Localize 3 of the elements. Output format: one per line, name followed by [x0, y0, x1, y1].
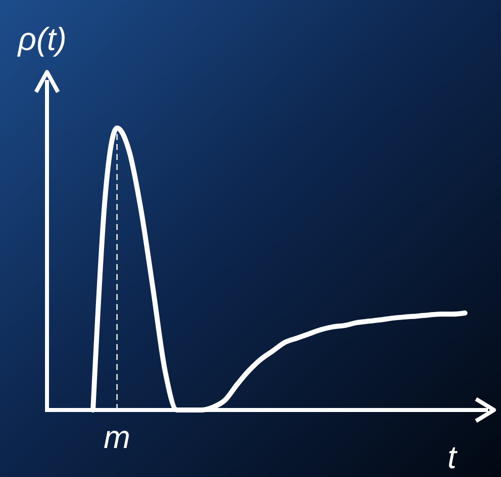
x-axis-title: t	[448, 439, 458, 475]
y-axis-title: ρ(t)	[17, 21, 67, 57]
text: m	[104, 419, 130, 455]
